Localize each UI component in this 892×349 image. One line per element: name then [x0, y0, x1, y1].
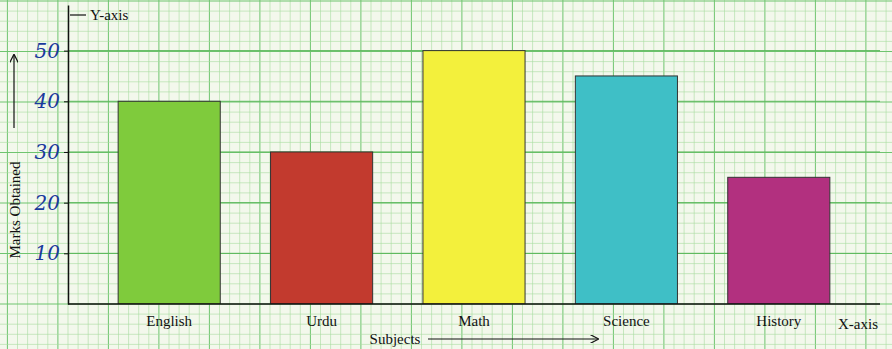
paper-line [684, 0, 685, 349]
x-tick-label: Urdu [306, 313, 337, 329]
y-tick-label: 50 [35, 39, 61, 63]
x-tick-label: Math [458, 313, 490, 329]
paper-line [249, 0, 250, 349]
bar [271, 152, 373, 304]
paper-line [573, 0, 574, 349]
y-axis: 10 20 30 40 50 [34, 6, 69, 305]
paper-line [835, 0, 836, 349]
paper-line [845, 0, 846, 349]
bar [423, 51, 525, 304]
y-tick: 40 [34, 89, 68, 113]
x-tick: English [146, 304, 192, 329]
paper-line [259, 0, 260, 349]
x-axis-title: Subjects [370, 331, 421, 347]
bar [575, 76, 677, 304]
paper-line [704, 0, 705, 349]
y-tick-label: 10 [35, 241, 61, 265]
y-tick-label: 40 [34, 89, 61, 113]
y-tick: 20 [34, 191, 68, 215]
y-tick-mark [64, 51, 68, 52]
paper-line [865, 0, 866, 349]
paper-line [108, 0, 109, 349]
paper-line [88, 0, 89, 349]
x-tick: Math [458, 304, 490, 329]
y-axis-title: Marks Obtained [7, 161, 23, 259]
y-tick-label: 20 [34, 191, 61, 215]
paper-line [401, 0, 402, 349]
y-annotation-dash [70, 14, 86, 15]
x-title-arrow [428, 338, 598, 339]
paper-line [27, 0, 28, 349]
y-tick-mark [64, 203, 68, 204]
x-tick-label: Science [603, 313, 650, 329]
y-axis-line [68, 6, 70, 305]
paper-line [411, 0, 412, 349]
y-tick-mark [64, 101, 68, 102]
paper-line [532, 0, 533, 349]
paper-line [886, 0, 887, 349]
x-axis: English Urdu Math Science History [94, 304, 856, 329]
paper-line [542, 0, 543, 349]
paper-line [421, 0, 422, 349]
paper-line [68, 0, 69, 349]
x-tick: Science [603, 304, 650, 329]
x-tick: Urdu [306, 304, 337, 329]
y-title-arrow [13, 55, 14, 128]
paper-line [0, 41, 892, 42]
y-tick: 10 [35, 241, 68, 265]
paper-line [855, 0, 856, 349]
y-tick-mark [64, 253, 68, 254]
bar [118, 101, 220, 304]
x-tick-label: English [146, 313, 192, 329]
paper-line [229, 0, 230, 349]
x-axis-line [68, 303, 880, 305]
paper-line [391, 0, 392, 349]
bars [118, 51, 830, 304]
paper-line [562, 0, 563, 349]
y-tick-mark [64, 152, 68, 153]
graph-paper [0, 0, 892, 349]
paper-line [0, 304, 892, 305]
x-tick-label: History [756, 313, 802, 329]
x-tick: History [756, 304, 802, 329]
paper-line [0, 21, 892, 22]
paper-line [98, 0, 99, 349]
y-tick: 30 [35, 140, 68, 164]
paper-line [0, 31, 892, 32]
chart-svg: 10 20 30 40 50 English Urdu Math Science History S… [0, 0, 892, 349]
paper-line [381, 0, 382, 349]
paper-line [0, 334, 892, 335]
paper-line [78, 0, 79, 349]
paper-line [876, 0, 877, 349]
paper-line [714, 0, 715, 349]
paper-line [724, 0, 725, 349]
paper-line [0, 344, 892, 345]
paper-line [694, 0, 695, 349]
y-tick: 50 [35, 39, 68, 63]
paper-line [0, 11, 892, 12]
paper-line [239, 0, 240, 349]
x-axis-annotation: X-axis [838, 316, 878, 332]
y-tick-label: 30 [35, 140, 61, 164]
bar [728, 177, 830, 304]
paper-line [0, 1, 892, 2]
paper-background [0, 0, 892, 349]
paper-line [552, 0, 553, 349]
y-axis-annotation: Y-axis [90, 7, 128, 23]
